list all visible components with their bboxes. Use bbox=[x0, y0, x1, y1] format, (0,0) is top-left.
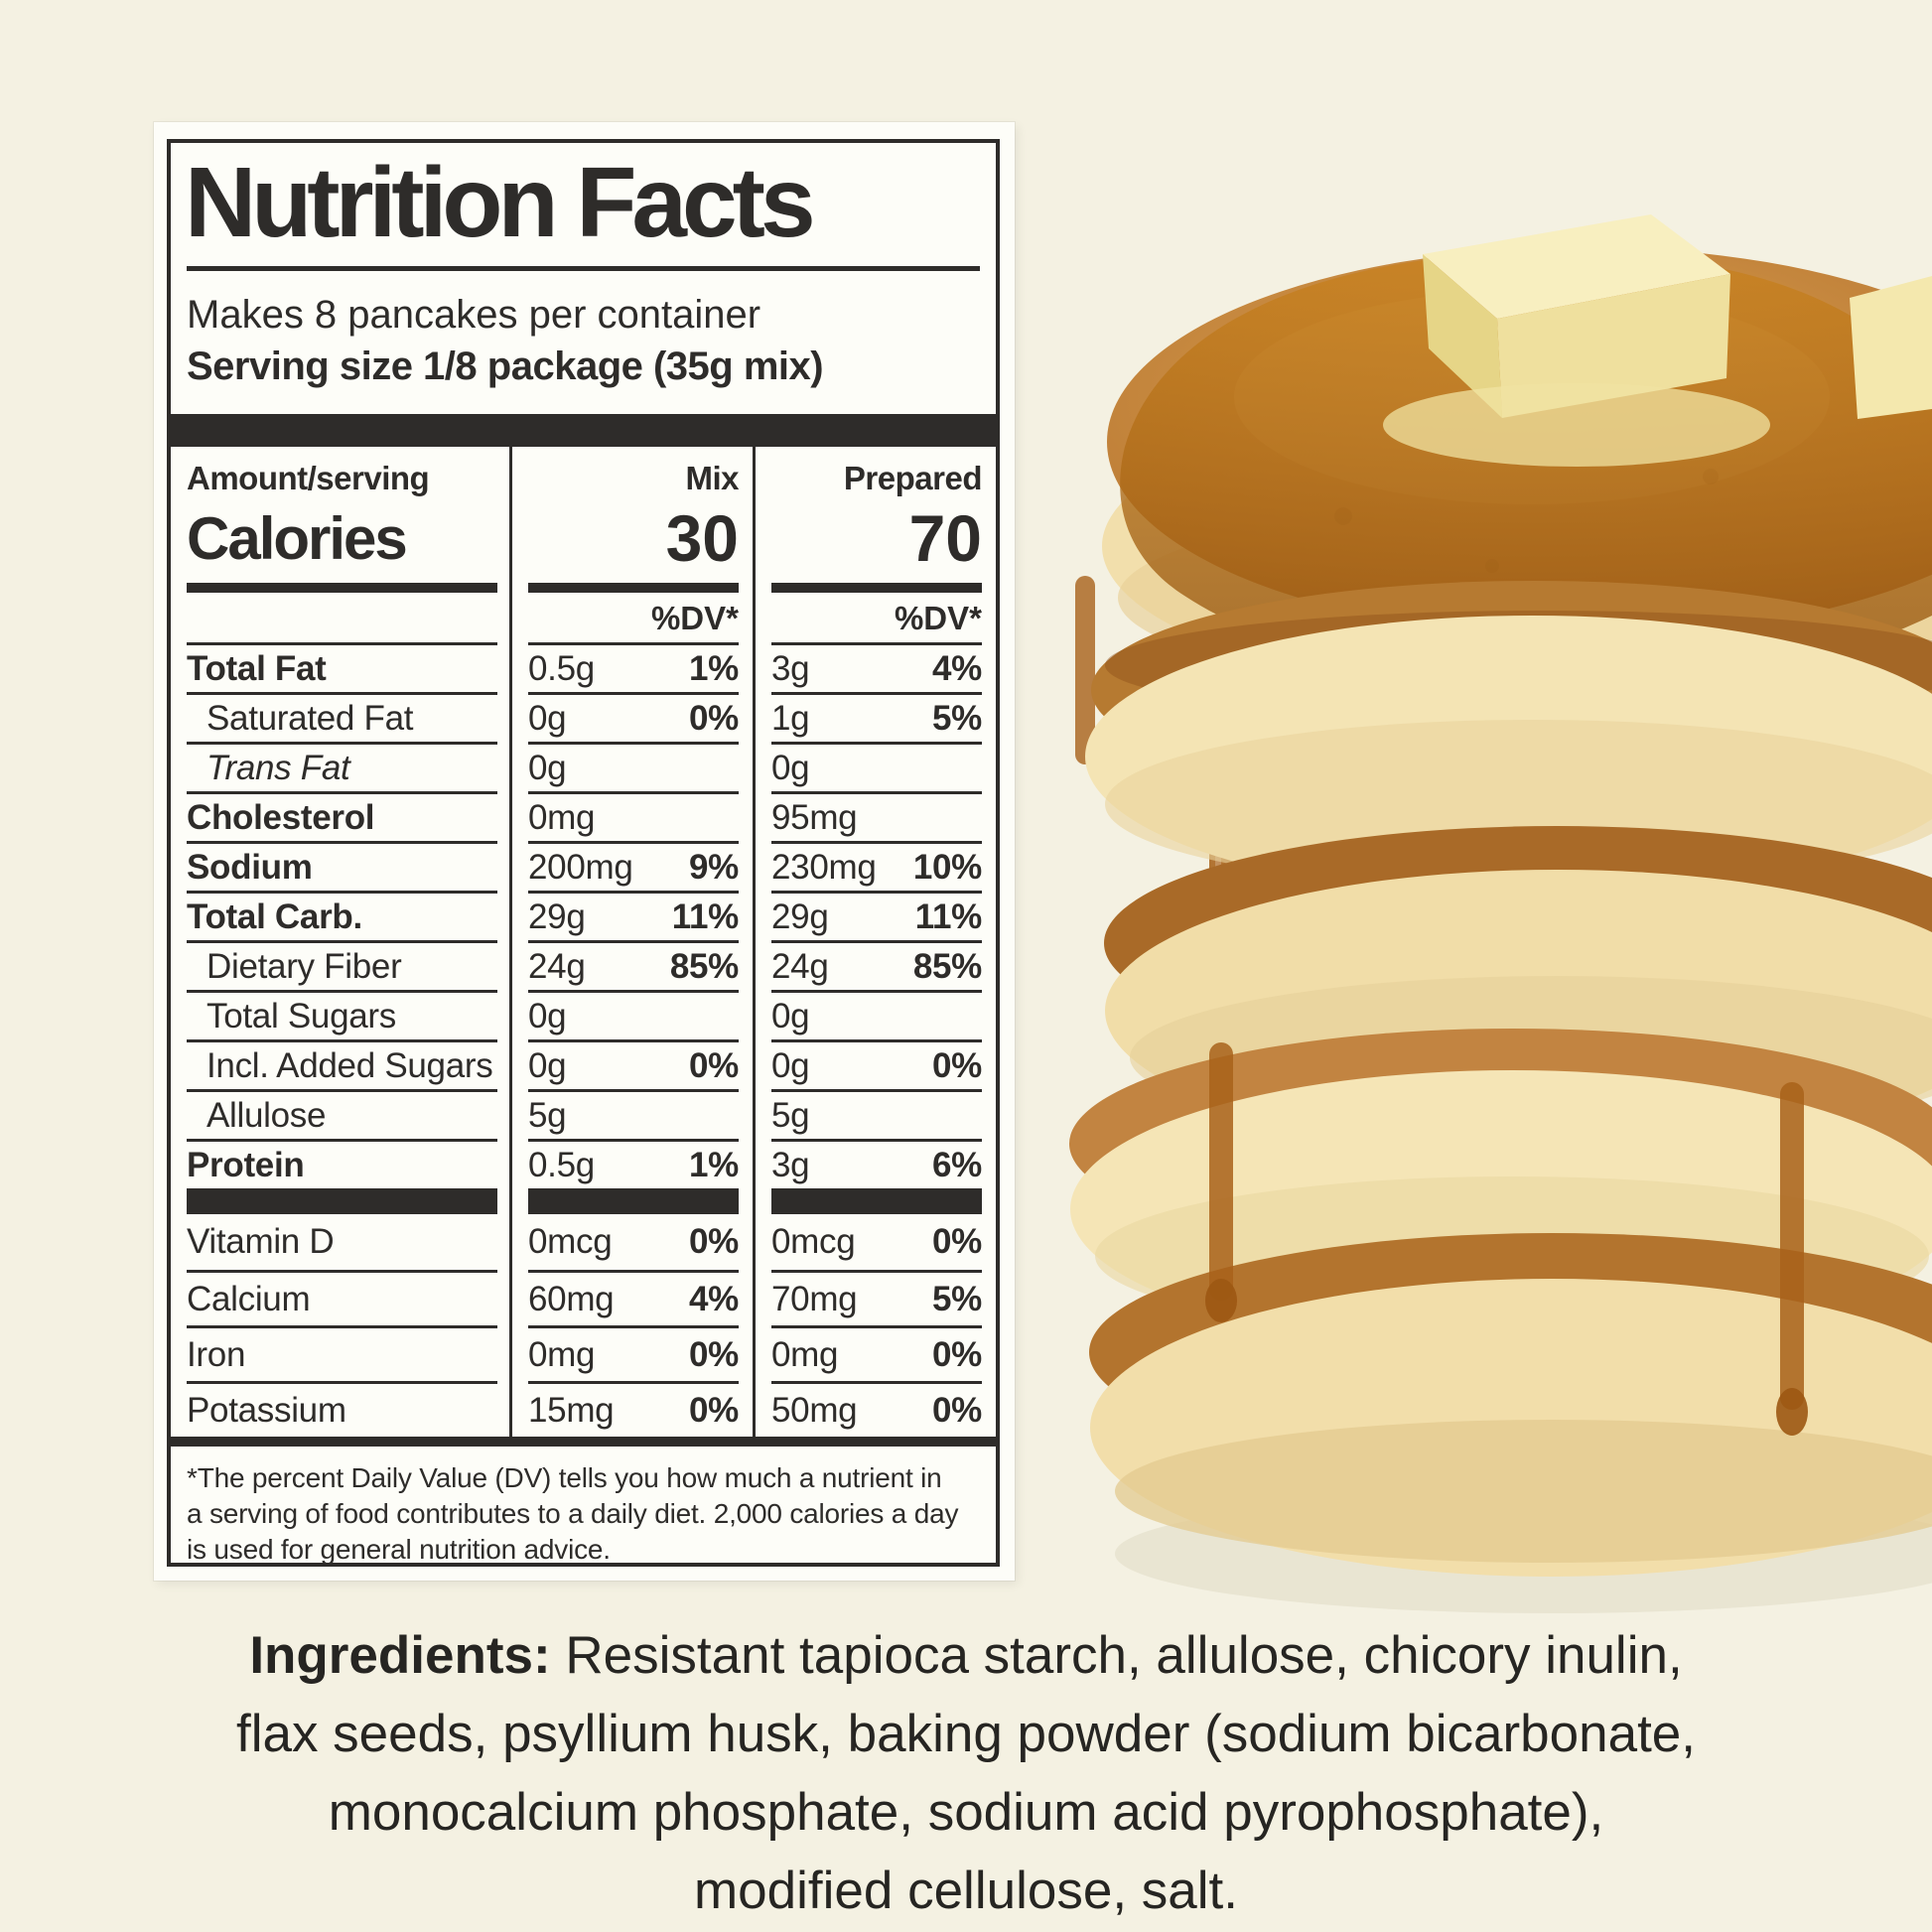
prepared-micro-row: 50mg 0% bbox=[771, 1381, 982, 1437]
nutrient-row: Cholesterol bbox=[187, 791, 497, 841]
mix-value-row: 0g bbox=[528, 742, 739, 791]
prepared-calories-value: 70 bbox=[908, 501, 982, 575]
butter-pat bbox=[1383, 214, 1770, 467]
ingredients-label: Ingredients: bbox=[249, 1626, 551, 1685]
section-separator-bar bbox=[771, 1188, 982, 1214]
prepared-value-row: 29g 11% bbox=[771, 891, 982, 940]
mix-calories-value: 30 bbox=[665, 501, 739, 575]
prepared-value-row: 24g 85% bbox=[771, 940, 982, 990]
calories-underbar bbox=[187, 583, 497, 593]
prepared-micro-row: 0mg 0% bbox=[771, 1325, 982, 1381]
mix-micro-row: 0mg 0% bbox=[528, 1325, 739, 1381]
mix-dv-header: %DV* bbox=[650, 600, 739, 636]
mix-micro-row: 0mcg 0% bbox=[528, 1222, 739, 1261]
serving-size: Serving size 1/8 package (35g mix) bbox=[187, 345, 824, 388]
micronutrient-row: Potassium bbox=[187, 1381, 497, 1437]
calories-label: Calories bbox=[187, 505, 408, 572]
micronutrient-row: Iron bbox=[187, 1325, 497, 1381]
servings-statement: Makes 8 pancakes per container bbox=[187, 293, 761, 337]
micronutrient-row: Calcium bbox=[187, 1270, 497, 1325]
pancake-2 bbox=[1085, 581, 1932, 897]
syrup-drips-lower bbox=[1205, 1042, 1808, 1436]
section-separator-bar bbox=[187, 1188, 497, 1214]
mix-underbar bbox=[528, 583, 739, 593]
butter-pat-edge bbox=[1850, 276, 1932, 419]
prepared-value-row: 95mg bbox=[771, 791, 982, 841]
section-separator-bar bbox=[528, 1188, 739, 1214]
prepared-value-row: 0g bbox=[771, 742, 982, 791]
nutrient-row: Trans Fat bbox=[187, 742, 497, 791]
pancake-5 bbox=[1089, 1233, 1932, 1577]
mix-value-row: 0.5g 1% bbox=[528, 642, 739, 692]
nutrient-row: Allulose bbox=[187, 1089, 497, 1139]
ingredients-line: Resistant tapioca starch, allulose, chic… bbox=[565, 1626, 1683, 1685]
pancakes-photo bbox=[1069, 214, 1932, 1613]
mix-value-row: 200mg 9% bbox=[528, 841, 739, 891]
title-rule bbox=[187, 266, 980, 271]
amount-serving-header: Amount/serving Calories bbox=[187, 447, 497, 583]
prepared-micro-row: 70mg 5% bbox=[771, 1270, 982, 1325]
mix-header: Mix 30 bbox=[528, 447, 740, 583]
prepared-header: Prepared 70 bbox=[771, 447, 983, 583]
column-mix: Mix 30 %DV* 0.5g 1% 0g 0% 0g 0mg 200mg 9% 2… bbox=[509, 447, 753, 1437]
prepared-value-row: 3g 6% bbox=[771, 1139, 982, 1188]
nutrient-row: Total Carb. bbox=[187, 891, 497, 940]
dv-header-spacer bbox=[187, 593, 497, 642]
nutrient-row: Dietary Fiber bbox=[187, 940, 497, 990]
prepared-micro-row: 0mcg 0% bbox=[771, 1222, 982, 1261]
thick-divider-bar bbox=[171, 414, 996, 447]
ingredients-line: monocalcium phosphate, sodium acid pyrop… bbox=[328, 1783, 1604, 1842]
prepared-underbar bbox=[771, 583, 982, 593]
column-nutrients: Amount/serving Calories Total Fat Satura… bbox=[171, 447, 509, 1437]
nutrient-row: Saturated Fat bbox=[187, 692, 497, 742]
nutrient-row: Sodium bbox=[187, 841, 497, 891]
mix-value-row: 29g 11% bbox=[528, 891, 739, 940]
nutrient-row: Total Sugars bbox=[187, 990, 497, 1039]
daily-value-footnote: *The percent Daily Value (DV) tells you … bbox=[187, 1462, 959, 1565]
mix-micro-row: 15mg 0% bbox=[528, 1381, 739, 1437]
nutrition-table: Amount/serving Calories Total Fat Satura… bbox=[171, 447, 996, 1437]
prepared-value-row: 1g 5% bbox=[771, 692, 982, 742]
ingredients-line: modified cellulose, salt. bbox=[694, 1862, 1238, 1920]
column-prepared: Prepared 70 %DV* 3g 4% 1g 5% 0g 95mg 230mg… bbox=[753, 447, 996, 1437]
prepared-dv-header: %DV* bbox=[894, 600, 982, 636]
mix-value-row: 0.5g 1% bbox=[528, 1139, 739, 1188]
mix-micro-row: 60mg 4% bbox=[528, 1270, 739, 1325]
micronutrient-row: Vitamin D bbox=[187, 1222, 335, 1261]
ingredients-line: flax seeds, psyllium husk, baking powder… bbox=[235, 1705, 1697, 1763]
prepared-value-row: 0g bbox=[771, 990, 982, 1039]
prepared-value-row: 3g 4% bbox=[771, 642, 982, 692]
ingredients-statement: Ingredients: Resistant tapioca starch, a… bbox=[122, 1616, 1810, 1930]
prepared-value-row: 230mg 10% bbox=[771, 841, 982, 891]
label-title: Nutrition Facts bbox=[185, 147, 816, 258]
label-border: Nutrition Facts Makes 8 pancakes per con… bbox=[167, 139, 1000, 1567]
bottom-divider-bar bbox=[171, 1437, 996, 1447]
mix-value-row: 0g bbox=[528, 990, 739, 1039]
mix-value-row: 0mg bbox=[528, 791, 739, 841]
mix-value-row: 0g 0% bbox=[528, 692, 739, 742]
nutrient-row: Incl. Added Sugars bbox=[187, 1039, 497, 1089]
nutrient-row: Total Fat bbox=[187, 642, 497, 692]
mix-value-row: 24g 85% bbox=[528, 940, 739, 990]
prepared-value-row: 5g bbox=[771, 1089, 982, 1139]
mix-value-row: 5g bbox=[528, 1089, 739, 1139]
nutrient-row: Protein bbox=[187, 1139, 497, 1188]
nutrition-label: Nutrition Facts Makes 8 pancakes per con… bbox=[154, 122, 1015, 1581]
prepared-value-row: 0g 0% bbox=[771, 1039, 982, 1089]
mix-value-row: 0g 0% bbox=[528, 1039, 739, 1089]
